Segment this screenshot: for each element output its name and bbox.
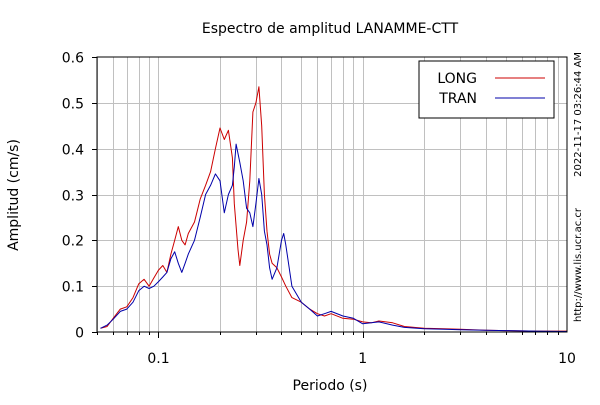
y-axis-label: Amplitud (cm/s)	[6, 139, 22, 251]
y-tick-label: 0.3	[62, 189, 84, 205]
x-tick-label: 0.1	[147, 351, 169, 367]
series-layer	[100, 86, 568, 332]
legend-label-long: LONG	[437, 71, 477, 87]
series-line-tran	[100, 143, 568, 332]
url-label: http://www.lis.ucr.ac.cr	[573, 207, 584, 322]
timestamp-label: 2022-11-17 03:26:44 AM	[573, 52, 584, 177]
x-tick-label: 1	[358, 351, 367, 367]
series-line-long	[100, 86, 567, 332]
x-tick-label: 10	[558, 351, 576, 367]
x-axis-label: Periodo (s)	[293, 378, 368, 394]
grid	[97, 57, 567, 332]
y-tick-label: 0.6	[62, 51, 84, 67]
y-tick-label: 0.4	[62, 143, 84, 159]
legend-box	[418, 60, 555, 119]
y-tick-labels: 0 0.1 0.2 0.3 0.4 0.5 0.6	[62, 51, 84, 342]
x-tick-labels: 0.1 1 10	[147, 351, 576, 367]
y-tick-label: 0	[75, 326, 84, 342]
y-tick-label: 0.2	[62, 234, 84, 250]
chart-title: Espectro de amplitud LANAMME-CTT	[202, 21, 459, 37]
y-tick-label: 0.1	[62, 280, 84, 296]
ticks	[92, 57, 559, 338]
legend-label-tran: TRAN	[438, 91, 477, 107]
legend: LONG TRAN	[418, 60, 555, 119]
y-tick-label: 0.5	[62, 97, 84, 113]
